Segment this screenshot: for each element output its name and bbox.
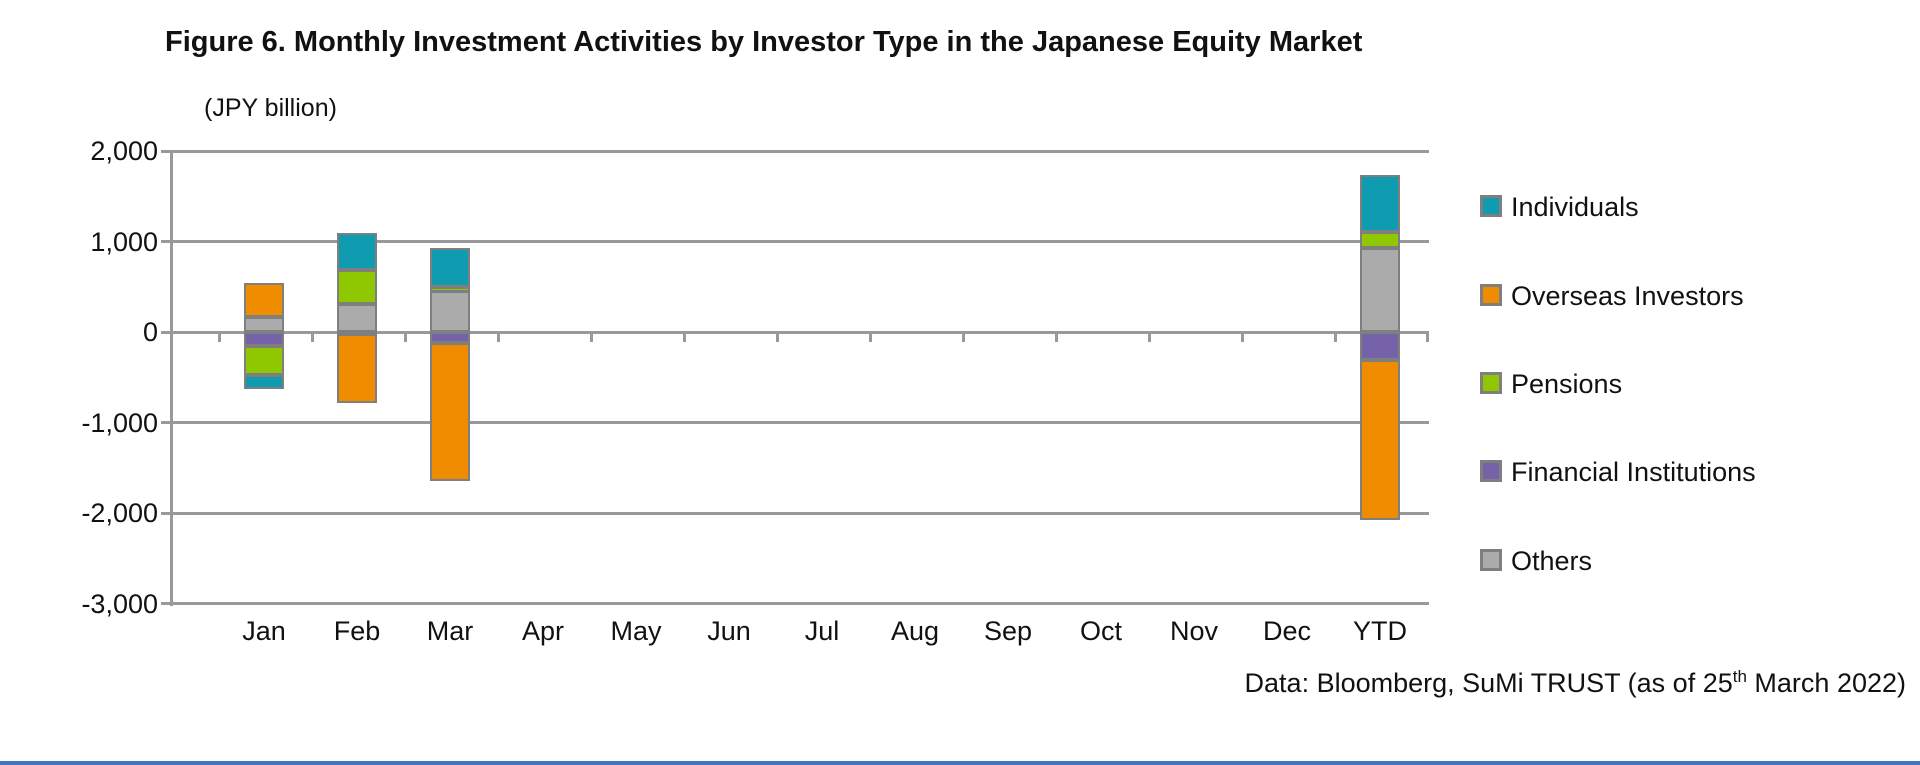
- gridline--3,000: [170, 602, 1429, 605]
- y-axis-tick: [161, 602, 171, 605]
- y-axis-tick: [161, 330, 171, 334]
- axis-unit-label: (JPY billion): [204, 94, 337, 122]
- gridline-2,000: [170, 149, 1429, 153]
- bar-segment-overseas-investors-feb: [337, 333, 377, 403]
- x-axis-tick: [1426, 332, 1429, 342]
- y-axis-line: [170, 151, 173, 606]
- y-axis-tick: [161, 149, 171, 153]
- x-axis-label-may: May: [610, 616, 662, 646]
- gridline--2,000: [170, 511, 1429, 515]
- x-axis-tick: [1333, 332, 1337, 342]
- source-note: Data: Bloomberg, SuMi TRUST (as of 25th …: [0, 668, 1906, 699]
- bar-segment-pensions-mar: [430, 286, 470, 292]
- x-axis-label-jul: Jul: [804, 616, 840, 646]
- bar-segment-overseas-investors-ytd: [1360, 360, 1400, 521]
- y-axis-tick-label: -3,000: [81, 588, 158, 619]
- y-axis-tick-label: -1,000: [81, 407, 158, 438]
- bar-segment-financial-institutions-mar: [430, 332, 470, 344]
- bar-segment-others-jan: [244, 316, 284, 332]
- gridline-0: [170, 330, 1429, 334]
- bar-segment-overseas-investors-jan: [244, 282, 284, 317]
- x-axis-tick: [217, 332, 221, 342]
- chart-title: Figure 6. Monthly Investment Activities …: [165, 26, 1363, 58]
- y-axis-tick: [161, 511, 171, 515]
- x-axis-label-nov: Nov: [1169, 616, 1218, 646]
- x-axis-tick: [682, 332, 686, 342]
- bar-segment-individuals-mar: [430, 248, 470, 287]
- x-axis-label-dec: Dec: [1262, 616, 1311, 646]
- x-axis-label-ytd: YTD: [1353, 616, 1407, 646]
- x-axis-tick: [961, 332, 965, 342]
- source-note-suffix: March 2022): [1746, 668, 1906, 698]
- x-axis-tick: [403, 332, 407, 342]
- y-axis-tick-label: -2,000: [81, 498, 158, 528]
- source-note-prefix: Data: Bloomberg, SuMi TRUST (as of 25: [1244, 668, 1733, 698]
- x-axis-tick: [589, 332, 593, 342]
- x-axis-label-apr: Apr: [521, 616, 565, 646]
- bar-segment-pensions-feb: [337, 269, 377, 305]
- legend-marker-icon: [1480, 372, 1502, 394]
- y-axis-tick-label: 1,000: [90, 226, 158, 257]
- legend-label: Pensions: [1511, 369, 1623, 399]
- legend-marker-icon: [1480, 549, 1502, 571]
- x-axis-label-mar: Mar: [426, 616, 474, 646]
- bar-segment-pensions-ytd: [1360, 232, 1400, 248]
- x-axis-tick: [1147, 332, 1151, 342]
- bar-segment-financial-institutions-jan: [244, 332, 284, 347]
- x-axis-label-feb: Feb: [333, 616, 381, 646]
- legend-marker-icon: [1480, 460, 1502, 482]
- bar-segment-others-feb: [337, 304, 377, 332]
- x-axis-tick: [775, 332, 779, 342]
- gridline--1,000: [170, 421, 1429, 424]
- x-axis-tick: [496, 332, 500, 342]
- x-axis-tick: [1240, 332, 1244, 342]
- x-axis-label-oct: Oct: [1079, 616, 1122, 646]
- legend-marker-icon: [1480, 284, 1502, 306]
- y-axis-tick-label: 2,000: [90, 136, 158, 166]
- legend-label: Financial Institutions: [1511, 457, 1756, 487]
- x-axis-tick: [868, 332, 872, 342]
- x-axis-label-jun: Jun: [707, 616, 751, 646]
- x-axis-label-jan: Jan: [242, 616, 286, 646]
- legend-label: Overseas Investors: [1511, 281, 1744, 311]
- bar-segment-pensions-jan: [244, 346, 284, 375]
- x-axis-label-aug: Aug: [890, 616, 940, 646]
- bar-segment-individuals-jan: [244, 374, 284, 389]
- bar-segment-individuals-feb: [337, 232, 377, 270]
- legend-label: Others: [1511, 546, 1593, 576]
- x-axis-tick: [310, 332, 314, 342]
- x-axis-tick: [1054, 332, 1058, 342]
- bar-segment-financial-institutions-ytd: [1360, 332, 1400, 361]
- legend-marker-icon: [1480, 195, 1502, 217]
- x-axis-label-sep: Sep: [983, 616, 1033, 646]
- legend-label: Individuals: [1511, 192, 1639, 222]
- bottom-divider: [0, 761, 1920, 765]
- bar-segment-others-mar: [430, 291, 470, 332]
- y-axis-tick: [161, 240, 171, 243]
- y-axis-tick-label: 0: [142, 317, 158, 347]
- source-note-superscript: th: [1732, 667, 1747, 686]
- y-axis-tick: [161, 421, 171, 424]
- bar-segment-overseas-investors-mar: [430, 343, 470, 481]
- gridline-1,000: [170, 240, 1429, 243]
- bar-segment-others-ytd: [1360, 247, 1400, 332]
- bar-segment-individuals-ytd: [1360, 174, 1400, 233]
